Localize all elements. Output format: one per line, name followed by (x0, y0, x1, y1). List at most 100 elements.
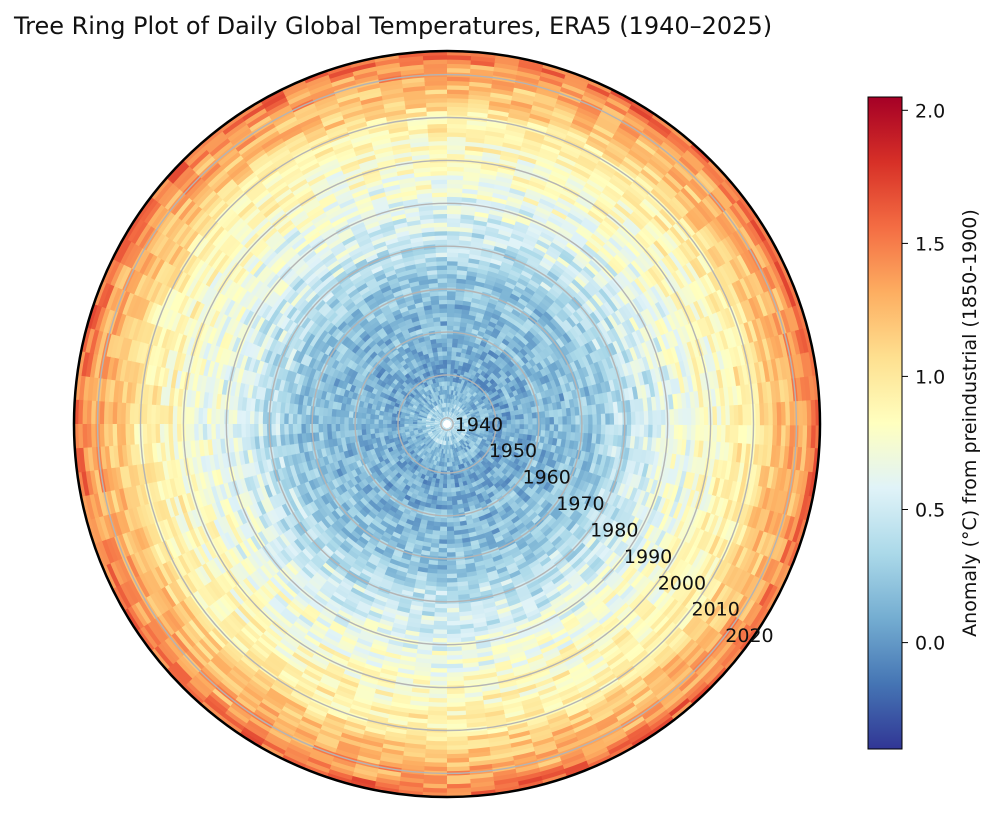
heatmap-cell (408, 423, 414, 427)
heatmap-cell (444, 380, 448, 386)
heatmap-cell (450, 431, 454, 436)
heatmap-cell (404, 415, 410, 419)
heatmap-cell (451, 461, 456, 467)
heatmap-cell (425, 422, 431, 424)
heatmap-cell (431, 430, 437, 434)
heatmap-cell (471, 428, 477, 432)
heatmap-cell (433, 431, 438, 436)
heatmap-cell (431, 440, 436, 446)
heatmap-cell (426, 415, 432, 419)
heatmap-cell (429, 387, 435, 394)
heatmap-cell (500, 434, 507, 440)
heatmap-cell (446, 509, 453, 515)
heatmap-cell (457, 429, 463, 433)
heatmap-cell (405, 409, 411, 415)
heatmap-cell (455, 386, 460, 392)
heatmap-cell (440, 412, 444, 417)
heatmap-cell (408, 428, 414, 432)
heatmap-cell (437, 414, 442, 419)
heatmap-cell (421, 418, 427, 422)
heatmap-cell (440, 435, 443, 441)
heatmap-cell (456, 391, 461, 397)
heatmap-cell (468, 399, 474, 405)
heatmap-cell (453, 415, 458, 419)
heatmap-cell (416, 427, 423, 430)
heatmap-cell (451, 413, 456, 418)
heatmap-cell (453, 443, 457, 449)
heatmap-cell (528, 418, 534, 425)
heatmap-cell (452, 429, 457, 434)
heatmap-cell (501, 427, 508, 433)
heatmap-cell (454, 418, 460, 422)
heatmap-cell (433, 423, 439, 424)
heatmap-cell (429, 425, 435, 428)
heatmap-cells (74, 51, 820, 797)
heatmap-cell (460, 432, 466, 437)
heatmap-cell (469, 401, 475, 406)
heatmap-cell (431, 415, 437, 419)
heatmap-cell (446, 410, 448, 416)
heatmap-cell (431, 464, 436, 470)
heatmap-cell (475, 412, 481, 417)
heatmap-cell (426, 406, 432, 412)
heatmap-cell (447, 406, 450, 412)
heatmap-cell (430, 428, 436, 431)
heatmap-cell (456, 413, 462, 418)
heatmap-cell (488, 429, 495, 434)
heatmap-cell (436, 368, 441, 374)
heatmap-cell (437, 439, 441, 445)
heatmap-cell (454, 461, 459, 467)
heatmap-cell (429, 439, 435, 445)
heatmap-cell (417, 404, 423, 410)
heatmap-cell (456, 451, 461, 457)
heatmap-cell (459, 454, 465, 461)
heatmap-cell (428, 369, 434, 376)
heatmap-cell (444, 402, 446, 408)
heatmap-cell (461, 405, 467, 411)
heatmap-cell (432, 401, 437, 407)
heatmap-cell (452, 430, 456, 435)
heatmap-cell (433, 422, 439, 424)
heatmap-cell (463, 401, 469, 407)
heatmap-cell (435, 399, 439, 406)
heatmap-cell (428, 463, 434, 469)
heatmap-cell (495, 405, 502, 411)
heatmap-cell (457, 464, 463, 470)
heatmap-cell (444, 462, 447, 468)
heatmap-cell (480, 424, 486, 427)
heatmap-cell (462, 436, 468, 442)
heatmap-cell (439, 448, 443, 454)
heatmap-cell (446, 453, 450, 459)
heatmap-cell (433, 424, 439, 426)
heatmap-cell (461, 398, 466, 404)
heatmap-cell (467, 417, 473, 420)
heatmap-cell (462, 389, 467, 395)
heatmap-cell (433, 442, 438, 448)
heatmap-cell (446, 492, 452, 498)
heatmap-cell (451, 412, 455, 418)
heatmap-cell (421, 428, 427, 431)
heatmap-cell (439, 407, 443, 413)
heatmap-cell (427, 448, 433, 454)
heatmap-cell (458, 446, 463, 452)
heatmap-cell (454, 452, 459, 458)
heatmap-cell (447, 389, 450, 395)
heatmap-cell (431, 450, 436, 456)
heatmap-cell (497, 430, 503, 436)
heatmap-cell (465, 432, 472, 436)
heatmap-cell (382, 419, 388, 424)
heatmap-cell (470, 402, 476, 408)
heatmap-cell (449, 436, 452, 442)
heatmap-cell (454, 433, 459, 438)
heatmap-cell (487, 408, 493, 414)
heatmap-cell (452, 403, 456, 409)
heatmap-cell (468, 424, 474, 426)
heatmap-cell (424, 446, 429, 452)
heatmap-cell (417, 414, 423, 418)
heatmap-cell (458, 440, 463, 446)
heatmap-cell (445, 397, 448, 403)
heatmap-cell (428, 398, 433, 404)
heatmap-cell (436, 404, 440, 410)
heatmap-cell (434, 427, 440, 430)
heatmap-cell (458, 418, 464, 421)
